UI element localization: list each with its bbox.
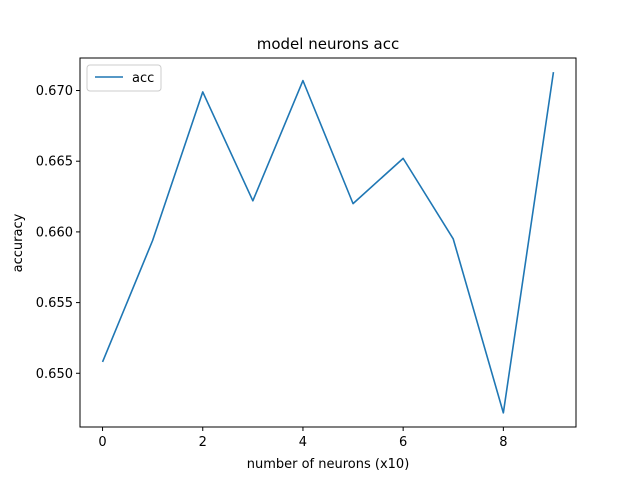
y-axis: 0.650 0.655 0.660 0.665 0.670 xyxy=(36,84,80,382)
y-tick-label: 0.655 xyxy=(36,296,73,311)
chart-title: model neurons acc xyxy=(257,35,400,53)
data-point-1 xyxy=(152,240,154,242)
y-tick-label: 0.670 xyxy=(36,84,73,99)
data-point-8 xyxy=(503,412,505,414)
x-axis: 0 2 4 6 8 xyxy=(98,427,507,450)
data-point-3 xyxy=(252,200,254,202)
legend-label-acc: acc xyxy=(132,71,154,86)
x-tick-label: 4 xyxy=(299,435,307,450)
x-axis-label: number of neurons (x10) xyxy=(247,457,410,472)
y-tick-label: 0.665 xyxy=(36,155,73,170)
data-point-9 xyxy=(553,71,555,73)
x-tick-label: 6 xyxy=(399,435,407,450)
series-line-acc xyxy=(101,72,555,414)
data-point-4 xyxy=(302,80,304,82)
data-point-0 xyxy=(102,361,104,363)
data-point-5 xyxy=(352,203,354,205)
legend-box xyxy=(86,64,162,92)
data-point-2 xyxy=(202,91,204,93)
data-point-6 xyxy=(402,158,404,160)
plot-area xyxy=(79,57,577,428)
x-tick-label: 0 xyxy=(98,435,106,450)
y-tick-label: 0.650 xyxy=(36,367,73,382)
x-tick-label: 8 xyxy=(499,435,507,450)
y-axis-label: accuracy xyxy=(11,213,26,272)
x-tick-label: 2 xyxy=(199,435,207,450)
data-point-7 xyxy=(452,238,454,240)
y-tick-label: 0.660 xyxy=(36,225,73,240)
legend: acc xyxy=(86,64,162,92)
